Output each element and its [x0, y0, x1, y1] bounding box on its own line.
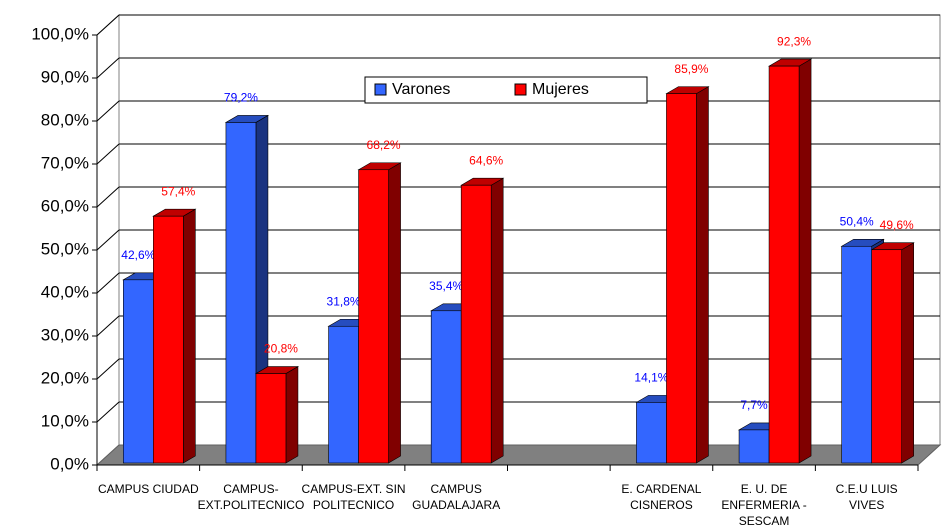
bar-front	[358, 169, 389, 464]
value-label: 68,2%	[367, 138, 401, 152]
y-tick-label: 0,0%	[50, 454, 89, 473]
y-tick-label: 10,0%	[41, 411, 89, 430]
value-label: 20,8%	[264, 342, 298, 356]
y-tick-label: 20,0%	[41, 368, 89, 387]
bar-front	[666, 93, 697, 464]
grid-line	[96, 143, 120, 165]
y-tick-label: 70,0%	[41, 153, 89, 172]
grid-line	[96, 272, 120, 294]
bar	[254, 366, 300, 464]
value-label: 85,9%	[674, 62, 708, 76]
bar-side	[798, 58, 812, 464]
bar-side	[388, 162, 401, 464]
bar	[152, 208, 197, 464]
value-label: 92,3%	[777, 34, 811, 48]
bar-side	[285, 366, 299, 464]
grid-line	[96, 14, 120, 36]
y-tick-label: 40,0%	[41, 282, 89, 301]
x-tick-label: E. U. DE ENFERMERIA -SESCAM	[721, 482, 806, 528]
grid-line	[96, 358, 120, 380]
x-tick-label: CAMPUS CIUDAD	[98, 482, 199, 496]
bar-front	[871, 249, 902, 464]
value-label: 14,1%	[634, 371, 668, 385]
value-label: 35,4%	[429, 279, 463, 293]
x-tick-label: CAMPUS-EXT.POLITECNICO	[198, 482, 305, 512]
y-tick-label: 60,0%	[41, 196, 89, 215]
value-label: 79,2%	[224, 91, 258, 105]
grid-line	[96, 100, 120, 122]
legend-label: Varones	[392, 81, 450, 98]
legend-swatch	[374, 83, 387, 96]
y-tick-label: 90,0%	[41, 67, 89, 86]
bar	[460, 177, 505, 464]
legend-box	[364, 76, 648, 104]
bar-side	[696, 86, 709, 464]
bar	[767, 58, 813, 464]
value-label: 42,6%	[121, 248, 155, 262]
value-label: 31,8%	[327, 294, 361, 308]
grid-line	[96, 315, 120, 337]
x-tick-label: C.E.U LUIS VIVES	[836, 482, 898, 512]
grid-line	[96, 57, 120, 79]
x-tick-label: E. CARDENAL CISNEROS	[621, 482, 701, 512]
grid-line	[96, 401, 120, 423]
bar-front	[328, 325, 359, 464]
bar-front	[430, 310, 462, 464]
bar	[357, 162, 402, 464]
y-tick-label: 100,0%	[31, 24, 89, 43]
floor	[95, 444, 942, 466]
bar-side	[490, 177, 504, 464]
legend-label: Mujeres	[532, 81, 589, 98]
grid-line	[96, 229, 120, 251]
y-tick-label: 80,0%	[41, 110, 89, 129]
bar-front	[255, 373, 287, 464]
y-tick-label: 30,0%	[41, 325, 89, 344]
y-tick-label: 50,0%	[41, 239, 89, 258]
bar-front	[738, 429, 770, 464]
value-label: 64,6%	[469, 153, 503, 167]
x-tick-label: CAMPUS GUADALAJARA	[412, 482, 500, 512]
bar-front	[225, 122, 257, 464]
bar-front	[153, 215, 184, 464]
bar-front	[123, 279, 154, 464]
bar	[665, 86, 710, 464]
value-label: 57,4%	[161, 184, 195, 198]
bar-front	[768, 65, 800, 464]
bar-side	[901, 242, 914, 464]
value-label: 50,4%	[840, 214, 874, 228]
value-label: 7,7%	[740, 398, 768, 412]
bar-front	[841, 245, 872, 464]
bar-front	[460, 184, 492, 464]
grid-line	[96, 186, 120, 208]
bar	[870, 242, 915, 464]
bar-side	[183, 208, 196, 464]
value-label: 49,6%	[880, 218, 914, 232]
bar-front	[636, 402, 667, 464]
legend-swatch	[514, 83, 527, 96]
x-tick-label: CAMPUS-EXT. SIN POLITECNICO	[302, 482, 406, 512]
